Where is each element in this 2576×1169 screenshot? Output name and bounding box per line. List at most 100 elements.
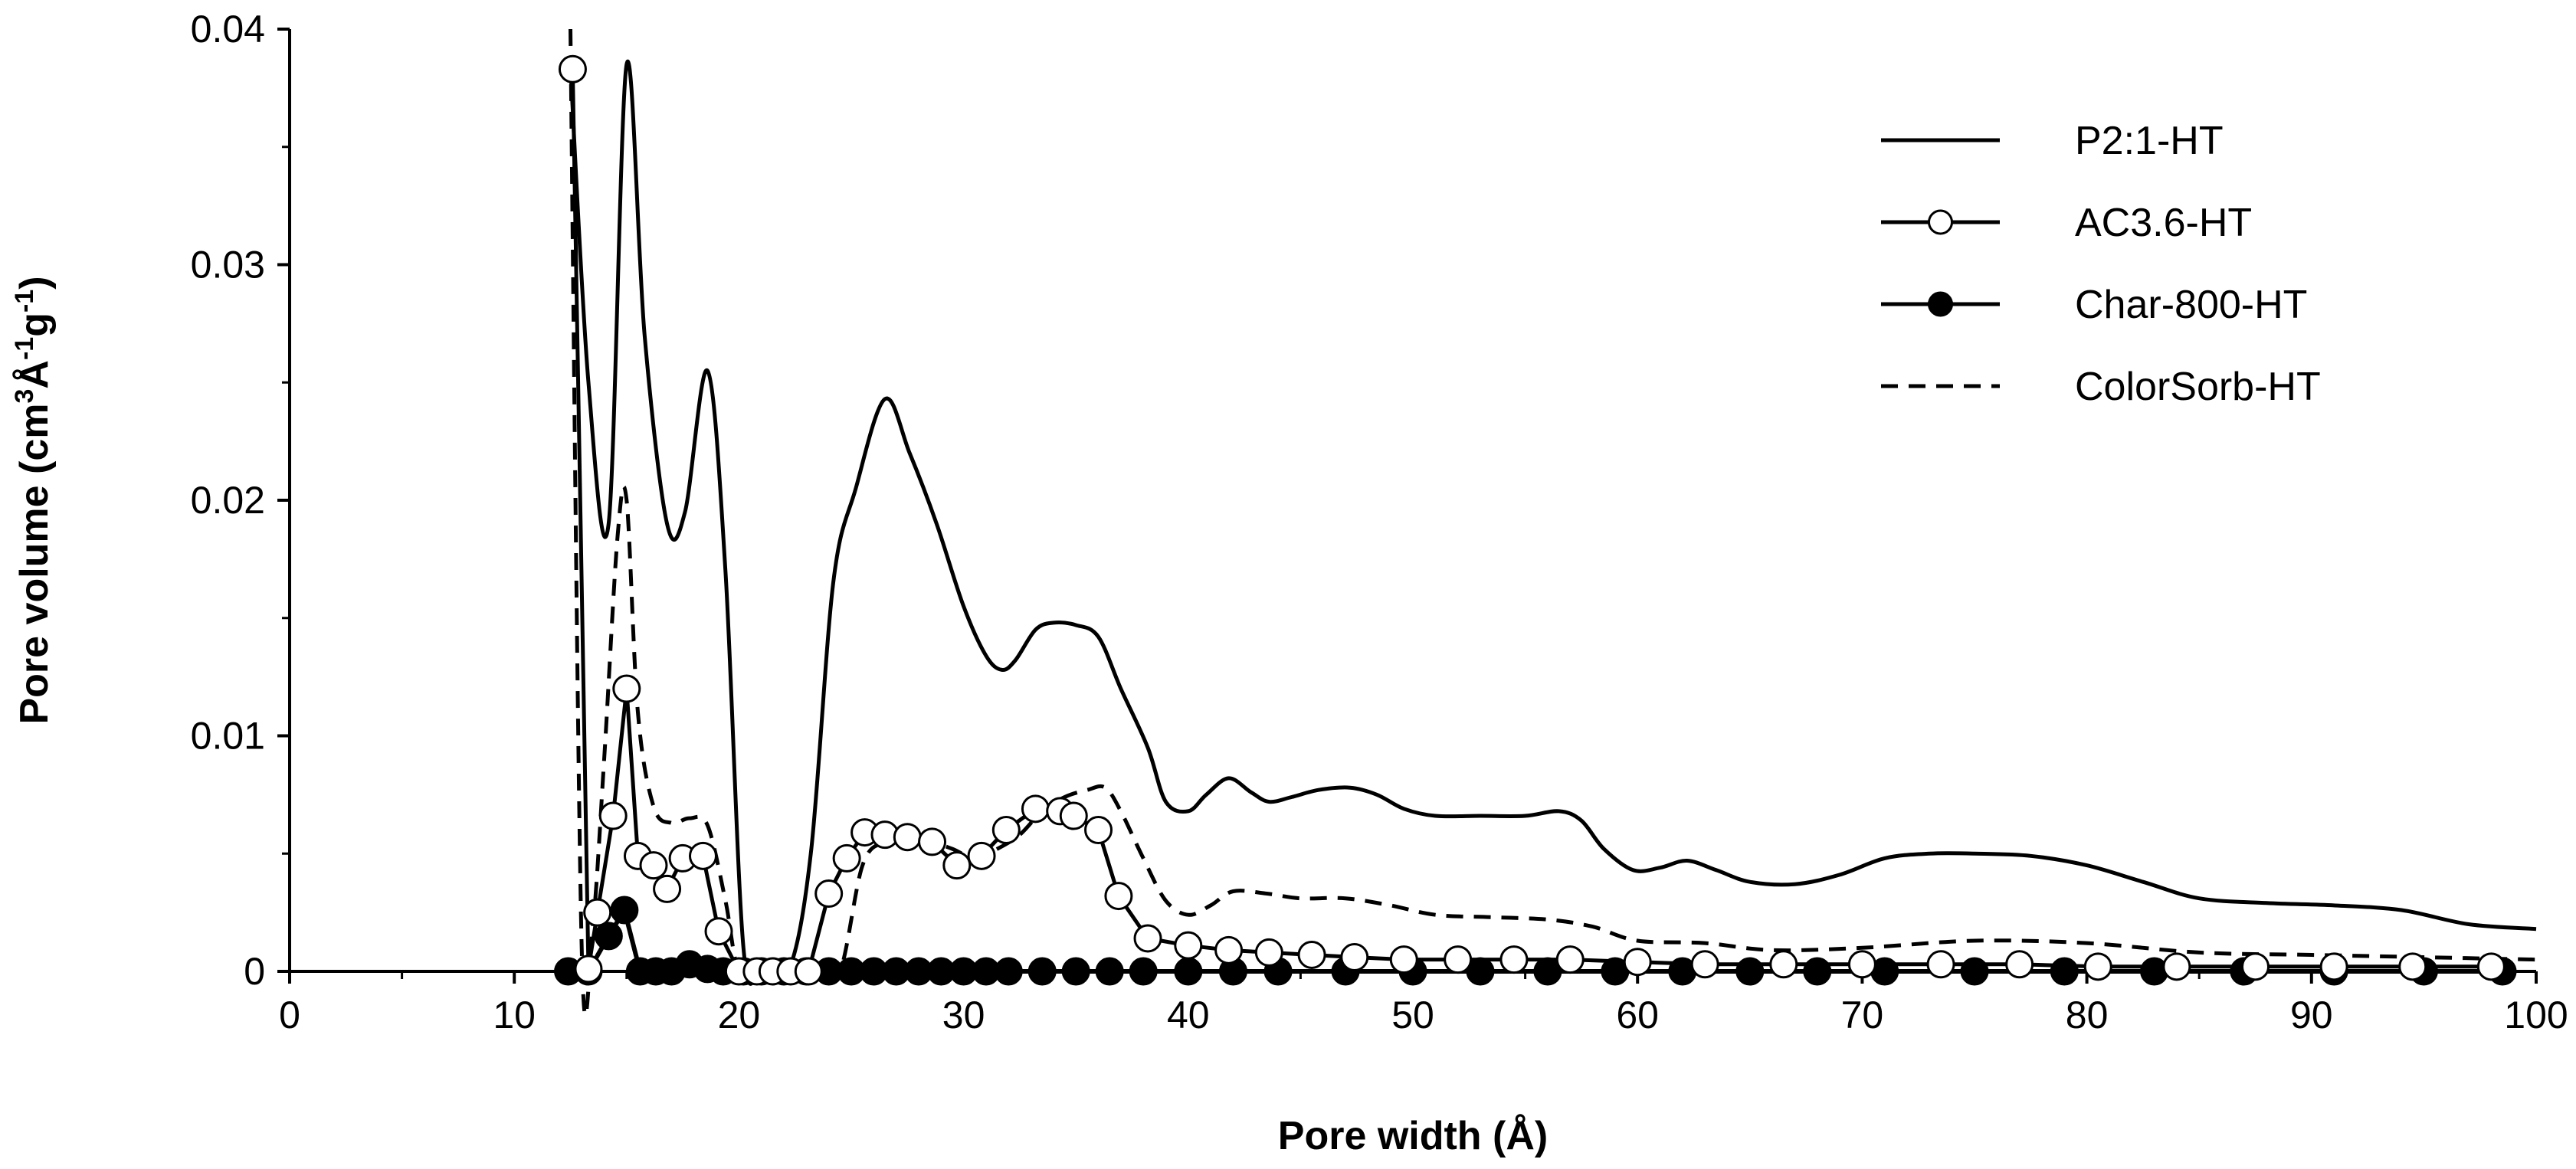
- series-point-ac3-6-ht: [1389, 945, 1418, 974]
- series-point-ac3-6-ht: [2476, 952, 2506, 981]
- series-point-ac3-6-ht: [918, 827, 947, 856]
- x-tick-label: 80: [2066, 994, 2109, 1036]
- legend-marker: [1928, 291, 1953, 317]
- y-tick-label: 0.01: [191, 715, 265, 758]
- series-point-ac3-6-ht: [598, 801, 628, 830]
- y-axis-title-sup3: -1: [10, 290, 39, 313]
- series-point-ac3-6-ht: [942, 851, 972, 880]
- series-point-ac3-6-ht: [2241, 952, 2270, 981]
- y-axis-title-sup2: -1: [10, 337, 39, 360]
- y-ticks: 0 0.01 0.02 0.03 0.04: [191, 8, 290, 993]
- legend-label: P2:1-HT: [2075, 119, 2224, 163]
- series-colorsorb-ht: [569, 28, 2537, 1017]
- x-ticks: 0 10 20 30 40 50 60 70 80 90 100: [279, 971, 2568, 1036]
- series-point-ac3-6-ht: [1059, 801, 1088, 830]
- y-tick-label: 0.02: [191, 479, 265, 522]
- series-point-ac3-6-ht: [1084, 816, 1113, 844]
- y-axis-title-main: Pore volume (cm: [12, 404, 57, 725]
- x-tick-label: 0: [279, 994, 300, 1036]
- legend-item-ac3-6-ht: AC3.6-HT: [1881, 201, 2252, 245]
- series-point-ac3-6-ht: [1174, 931, 1203, 960]
- series-point-char-800-ht: [1803, 957, 1832, 986]
- series-point-ac3-6-ht: [653, 874, 682, 903]
- legend-label: Char-800-HT: [2075, 283, 2307, 327]
- series-point-char-800-ht: [1027, 957, 1057, 986]
- y-tick-label: 0.04: [191, 8, 265, 51]
- series-point-char-800-ht: [610, 896, 639, 925]
- y-tick-label: 0: [244, 950, 265, 993]
- series-point-ac3-6-ht: [1926, 950, 1955, 979]
- series-point-char-800-ht: [994, 957, 1023, 986]
- series-point-ac3-6-ht: [574, 955, 603, 984]
- plot-area: 0 0.01 0.02 0.03 0.04 0 10 20 30 40 50 60 70 80 90 100: [191, 8, 2568, 1036]
- series-point-ac3-6-ht: [1021, 794, 1050, 824]
- x-tick-label: 30: [942, 994, 985, 1036]
- series-point-ac3-6-ht: [558, 54, 587, 84]
- x-tick-label: 70: [1841, 994, 1884, 1036]
- series-point-ac3-6-ht: [1104, 882, 1133, 911]
- series-point-ac3-6-ht: [1499, 945, 1529, 974]
- series-line-colorsorb-ht: [569, 28, 2537, 1017]
- series-point-char-800-ht: [594, 922, 623, 951]
- legend-item-colorsorb-ht: ColorSorb-HT: [1881, 365, 2321, 409]
- legend-marker: [1928, 209, 1953, 235]
- series-point-ac3-6-ht: [2162, 952, 2191, 981]
- series-point-ac3-6-ht: [2005, 950, 2034, 979]
- series-point-ac3-6-ht: [583, 898, 612, 927]
- series-point-char-800-ht: [1095, 957, 1124, 986]
- series-point-ac3-6-ht: [1623, 948, 1652, 977]
- series-point-ac3-6-ht: [2083, 952, 2112, 981]
- series-point-ac3-6-ht: [1690, 950, 1719, 979]
- series-point-char-800-ht: [1061, 957, 1090, 986]
- series-point-ac3-6-ht: [1444, 945, 1473, 974]
- legend: P2:1-HT AC3.6-HT Char-800-HT ColorSorb-HT: [1881, 119, 2321, 409]
- y-axis-title: Pore volume (cm3Å-1g-1): [10, 276, 57, 724]
- series-point-ac3-6-ht: [2319, 952, 2348, 981]
- series-point-ac3-6-ht: [1214, 935, 1244, 964]
- series-point-ac3-6-ht: [814, 879, 844, 909]
- y-tick-label: 0.03: [191, 244, 265, 287]
- y-axis-title-mid1: Å: [12, 360, 57, 389]
- x-axis-title: Pore width (Å): [1278, 1114, 1548, 1158]
- x-tick-label: 40: [1167, 994, 1210, 1036]
- series-point-ac3-6-ht: [1133, 924, 1162, 953]
- series-point-char-800-ht: [1735, 957, 1765, 986]
- x-tick-label: 50: [1391, 994, 1434, 1036]
- series-point-char-800-ht: [1129, 957, 1158, 986]
- y-axis-title-sup1: 3: [10, 389, 39, 404]
- series-point-ac3-6-ht: [967, 841, 996, 870]
- series-point-ac3-6-ht: [832, 843, 861, 873]
- legend-item-char-800-ht: Char-800-HT: [1881, 283, 2307, 327]
- series-point-ac3-6-ht: [1769, 950, 1798, 979]
- series-point-ac3-6-ht: [688, 841, 717, 870]
- series-point-char-800-ht: [1960, 957, 1989, 986]
- y-axis-title-end: ): [12, 276, 57, 289]
- x-tick-label: 20: [718, 994, 761, 1036]
- x-tick-label: 100: [2504, 994, 2568, 1036]
- series-ac3-6-ht: [558, 54, 2506, 986]
- series-point-ac3-6-ht: [2398, 952, 2427, 981]
- x-tick-label: 10: [493, 994, 536, 1036]
- series-point-ac3-6-ht: [639, 851, 668, 880]
- series-point-ac3-6-ht: [1847, 950, 1876, 979]
- x-tick-label: 90: [2290, 994, 2333, 1036]
- series-point-ac3-6-ht: [893, 823, 922, 852]
- series-char-800-ht: [554, 896, 2517, 986]
- series-point-ac3-6-ht: [1340, 943, 1369, 972]
- legend-label: AC3.6-HT: [2075, 201, 2252, 245]
- series-point-char-800-ht: [1174, 957, 1203, 986]
- series-point-ac3-6-ht: [794, 957, 823, 986]
- series-point-ac3-6-ht: [991, 816, 1021, 844]
- series-point-ac3-6-ht: [1555, 945, 1585, 974]
- series-group: [554, 28, 2537, 1017]
- series-point-ac3-6-ht: [612, 674, 641, 703]
- series-point-ac3-6-ht: [1254, 938, 1283, 967]
- legend-item-p2-1-ht: P2:1-HT: [1881, 119, 2224, 163]
- series-line-p2-1-ht: [569, 59, 2537, 986]
- y-axis-title-mid2: g: [12, 313, 57, 337]
- series-point-ac3-6-ht: [704, 917, 733, 946]
- series-point-char-800-ht: [2050, 957, 2079, 986]
- legend-label: ColorSorb-HT: [2075, 365, 2321, 409]
- series-p2-1-ht: [569, 59, 2537, 986]
